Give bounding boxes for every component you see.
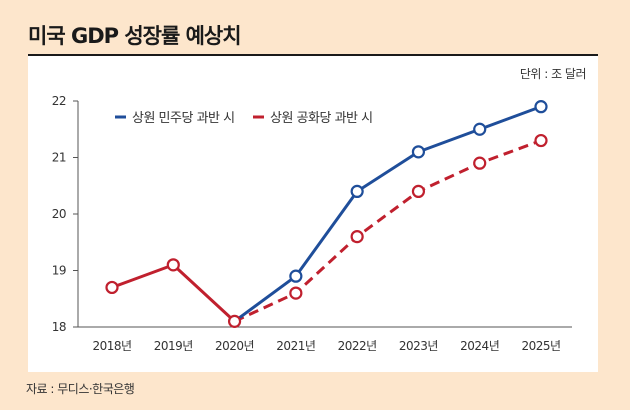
x-tick-label: 2020년 xyxy=(215,339,254,353)
data-point xyxy=(289,286,303,300)
unit-label: 단위 : 조 달러 xyxy=(519,67,587,81)
data-point xyxy=(411,184,426,198)
y-tick-label: 19 xyxy=(52,264,66,278)
data-point xyxy=(534,100,548,114)
legend-label: 상원 공화당 과반 시 xyxy=(270,111,373,126)
y-tick-label: 18 xyxy=(52,320,66,334)
x-tick-label: 2022년 xyxy=(338,339,377,353)
x-tick-label: 2018년 xyxy=(92,339,131,353)
series-line-0 xyxy=(233,105,542,323)
x-tick-label: 2019년 xyxy=(154,339,193,353)
series-line-1 xyxy=(233,139,542,323)
data-point xyxy=(411,145,426,159)
y-tick-label: 20 xyxy=(52,207,66,221)
chart-title: 미국 GDP 성장률 예상치 xyxy=(28,24,242,48)
data-point xyxy=(473,156,487,170)
data-point xyxy=(105,280,119,295)
data-point xyxy=(227,314,242,328)
source-note: 자료 : 무디스·한국은행 xyxy=(26,382,135,396)
data-point xyxy=(534,133,548,148)
x-tick-label: 2025년 xyxy=(521,339,560,353)
x-tick-label: 2023년 xyxy=(399,339,438,353)
legend-label: 상원 민주당 과반 시 xyxy=(132,111,235,126)
x-tick-label: 2021년 xyxy=(276,339,315,353)
data-point xyxy=(289,269,303,283)
title-divider xyxy=(28,54,598,56)
data-point xyxy=(473,122,487,136)
x-tick-label: 2024년 xyxy=(460,339,499,353)
data-point xyxy=(350,230,364,244)
chart-panel xyxy=(28,56,598,372)
data-point xyxy=(166,258,180,272)
data-point xyxy=(350,184,364,198)
y-tick-label: 22 xyxy=(52,94,66,108)
series-line-2 xyxy=(111,263,236,323)
y-tick-label: 21 xyxy=(52,151,66,165)
